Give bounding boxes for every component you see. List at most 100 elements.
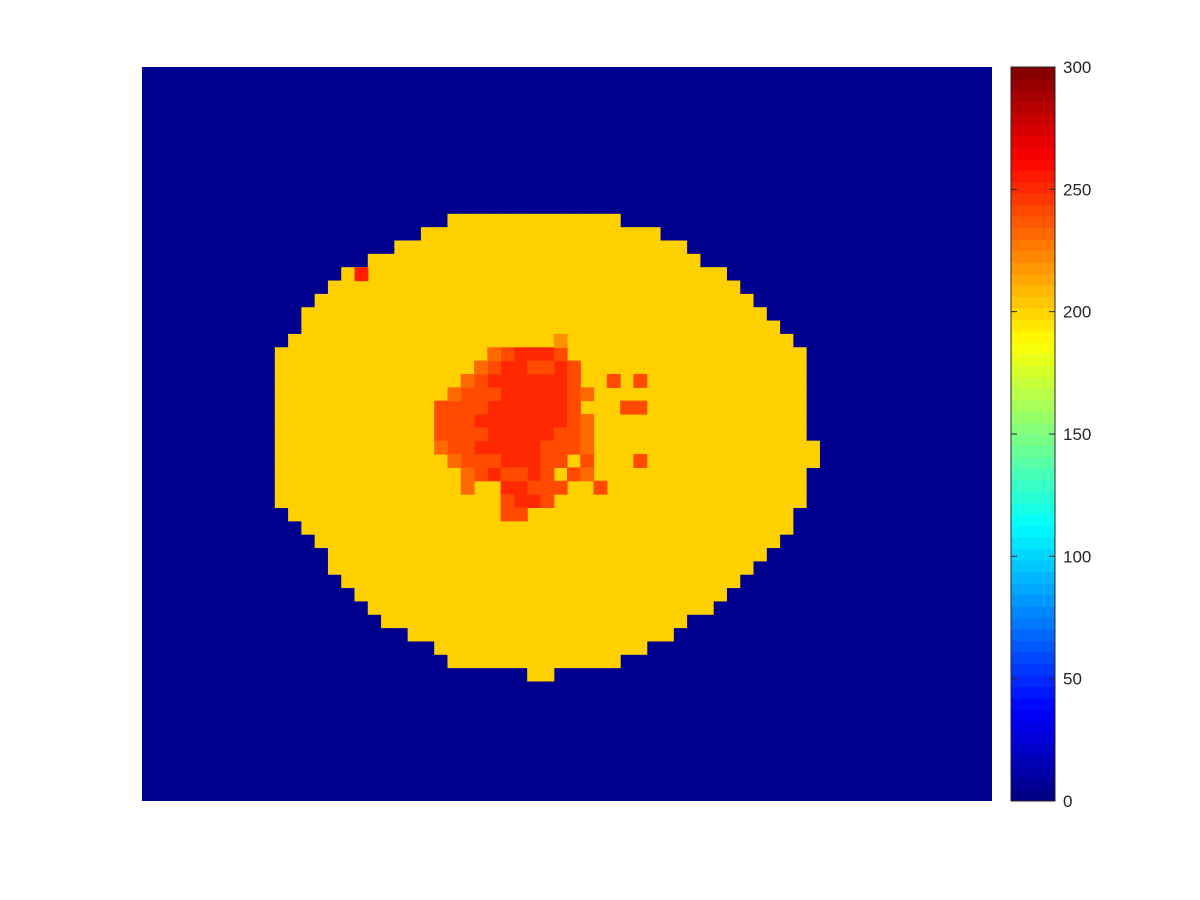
colorbar-tick-label: 50 [1063, 670, 1082, 689]
heatmap-cell-outer [367, 440, 382, 455]
heatmap-cell-outer [420, 467, 435, 482]
heatmap-cell-outer [301, 360, 316, 375]
heatmap-cell-outer [673, 520, 688, 535]
heatmap-cell-outer [673, 587, 688, 602]
colorbar-band [1011, 434, 1055, 446]
heatmap-cell-outer [659, 280, 674, 295]
heatmap-cell-outer [474, 307, 488, 322]
heatmap-cell-outer [288, 413, 302, 428]
heatmap-cell-outer [527, 600, 542, 615]
heatmap-cell-outer [341, 293, 356, 308]
heatmap-cell-outer [288, 507, 302, 522]
heatmap-cell-core [500, 373, 515, 388]
heatmap-cell-outer [500, 227, 515, 242]
heatmap-cell-outer [420, 627, 435, 642]
heatmap-cell-outer [354, 520, 369, 535]
heatmap-cell-outer [314, 320, 329, 335]
colorbar-band [1011, 537, 1055, 550]
heatmap-cell-outer [367, 494, 382, 508]
heatmap-cell-outer [606, 427, 621, 442]
heatmap-cell-outer [367, 347, 382, 362]
heatmap-cell-core-rim [447, 413, 462, 428]
heatmap-cell-outer [447, 373, 462, 388]
heatmap-cell-outer [699, 280, 714, 295]
heatmap-cell-outer [646, 587, 661, 602]
heatmap-cell-outer [500, 320, 515, 335]
heatmap-cell-core-rim [460, 400, 475, 415]
heatmap-cell-outer [713, 574, 727, 589]
heatmap-cell-outer [726, 560, 741, 575]
heatmap-cell-outer [646, 534, 661, 549]
heatmap-cell-outer [713, 507, 727, 522]
heatmap-cell-outer [699, 574, 714, 589]
heatmap-cell-outer [381, 427, 395, 442]
heatmap-cell-outer [593, 347, 608, 362]
heatmap-cell-outer [381, 413, 395, 428]
heatmap-cell-outer [553, 640, 568, 655]
heatmap-cell-outer [327, 467, 342, 482]
heatmap-cell-outer [726, 320, 741, 335]
heatmap-cell-outer [553, 507, 568, 522]
heatmap-cell-outer [699, 520, 714, 535]
colorbar-band [1011, 456, 1055, 469]
heatmap-cell-outer [739, 440, 754, 455]
heatmap-cell-outer [593, 454, 608, 468]
heatmap-cell-outer [593, 467, 608, 482]
heatmap-cell-outer [646, 373, 661, 388]
heatmap-cell-outer [686, 347, 701, 362]
heatmap-cell-outer [513, 333, 528, 348]
heatmap-cell-outer [779, 467, 794, 482]
heatmap-cell-outer [460, 320, 475, 335]
heatmap-cell-outer [487, 640, 502, 655]
heatmap-cell-outer [739, 373, 754, 388]
colorbar-band [1011, 732, 1055, 745]
heatmap-cell-outer [699, 560, 714, 575]
heatmap-cell-outer [341, 440, 356, 455]
heatmap-cell-core [553, 373, 568, 388]
heatmap-cell-outer [593, 320, 608, 335]
heatmap-cell-outer [540, 654, 555, 669]
heatmap-cell-outer [434, 454, 449, 468]
heatmap-cell-outer [407, 480, 422, 495]
heatmap-cell-outer [580, 574, 595, 589]
heatmap-cell-outer [487, 227, 502, 242]
heatmap-cell-outer [288, 333, 302, 348]
heatmap-cell-outer [354, 480, 369, 495]
heatmap-cell-outer [553, 227, 568, 242]
heatmap-cell-outer [593, 293, 608, 308]
heatmap-cell-outer [314, 333, 329, 348]
heatmap-cell-core-edge [434, 440, 449, 455]
heatmap-cell-outer [407, 467, 422, 482]
heatmap-cell-outer [513, 213, 528, 228]
colorbar-band [1011, 411, 1055, 424]
heatmap-cell-outer [540, 547, 555, 562]
heatmap-cell-outer [354, 387, 369, 402]
heatmap-cell-outer [460, 227, 475, 242]
heatmap-cell-outer [527, 213, 542, 228]
heatmap-cell-outer [766, 387, 781, 402]
heatmap-cell-outer [527, 547, 542, 562]
heatmap-cell-outer [527, 654, 542, 669]
heatmap-cell-outer [447, 587, 462, 602]
heatmap-cell-outer [354, 413, 369, 428]
heatmap-cell-outer [686, 373, 701, 388]
heatmap-cell-outer [447, 627, 462, 642]
heatmap-cell-outer [367, 253, 382, 268]
heatmap-cell-core-rim [553, 480, 568, 495]
heatmap-cell-outer [407, 507, 422, 522]
heatmap-cell-outer [354, 427, 369, 442]
heatmap-cell-outer [381, 320, 395, 335]
heatmap-cell-core [527, 467, 542, 482]
heatmap-cell-core [527, 373, 542, 388]
colorbar-band [1011, 147, 1055, 160]
heatmap-cell-outer [580, 280, 595, 295]
heatmap-cell-core-rim [434, 427, 449, 442]
heatmap-cell-outer [500, 574, 515, 589]
heatmap-cell-outer [341, 347, 356, 362]
heatmap-cell-outer [314, 520, 329, 535]
heatmap-cell-outer [633, 507, 648, 522]
heatmap-cell-outer [394, 614, 409, 629]
heatmap-cell-outer [513, 280, 528, 295]
heatmap-cell-outer [513, 574, 528, 589]
colorbar-band [1011, 628, 1055, 641]
